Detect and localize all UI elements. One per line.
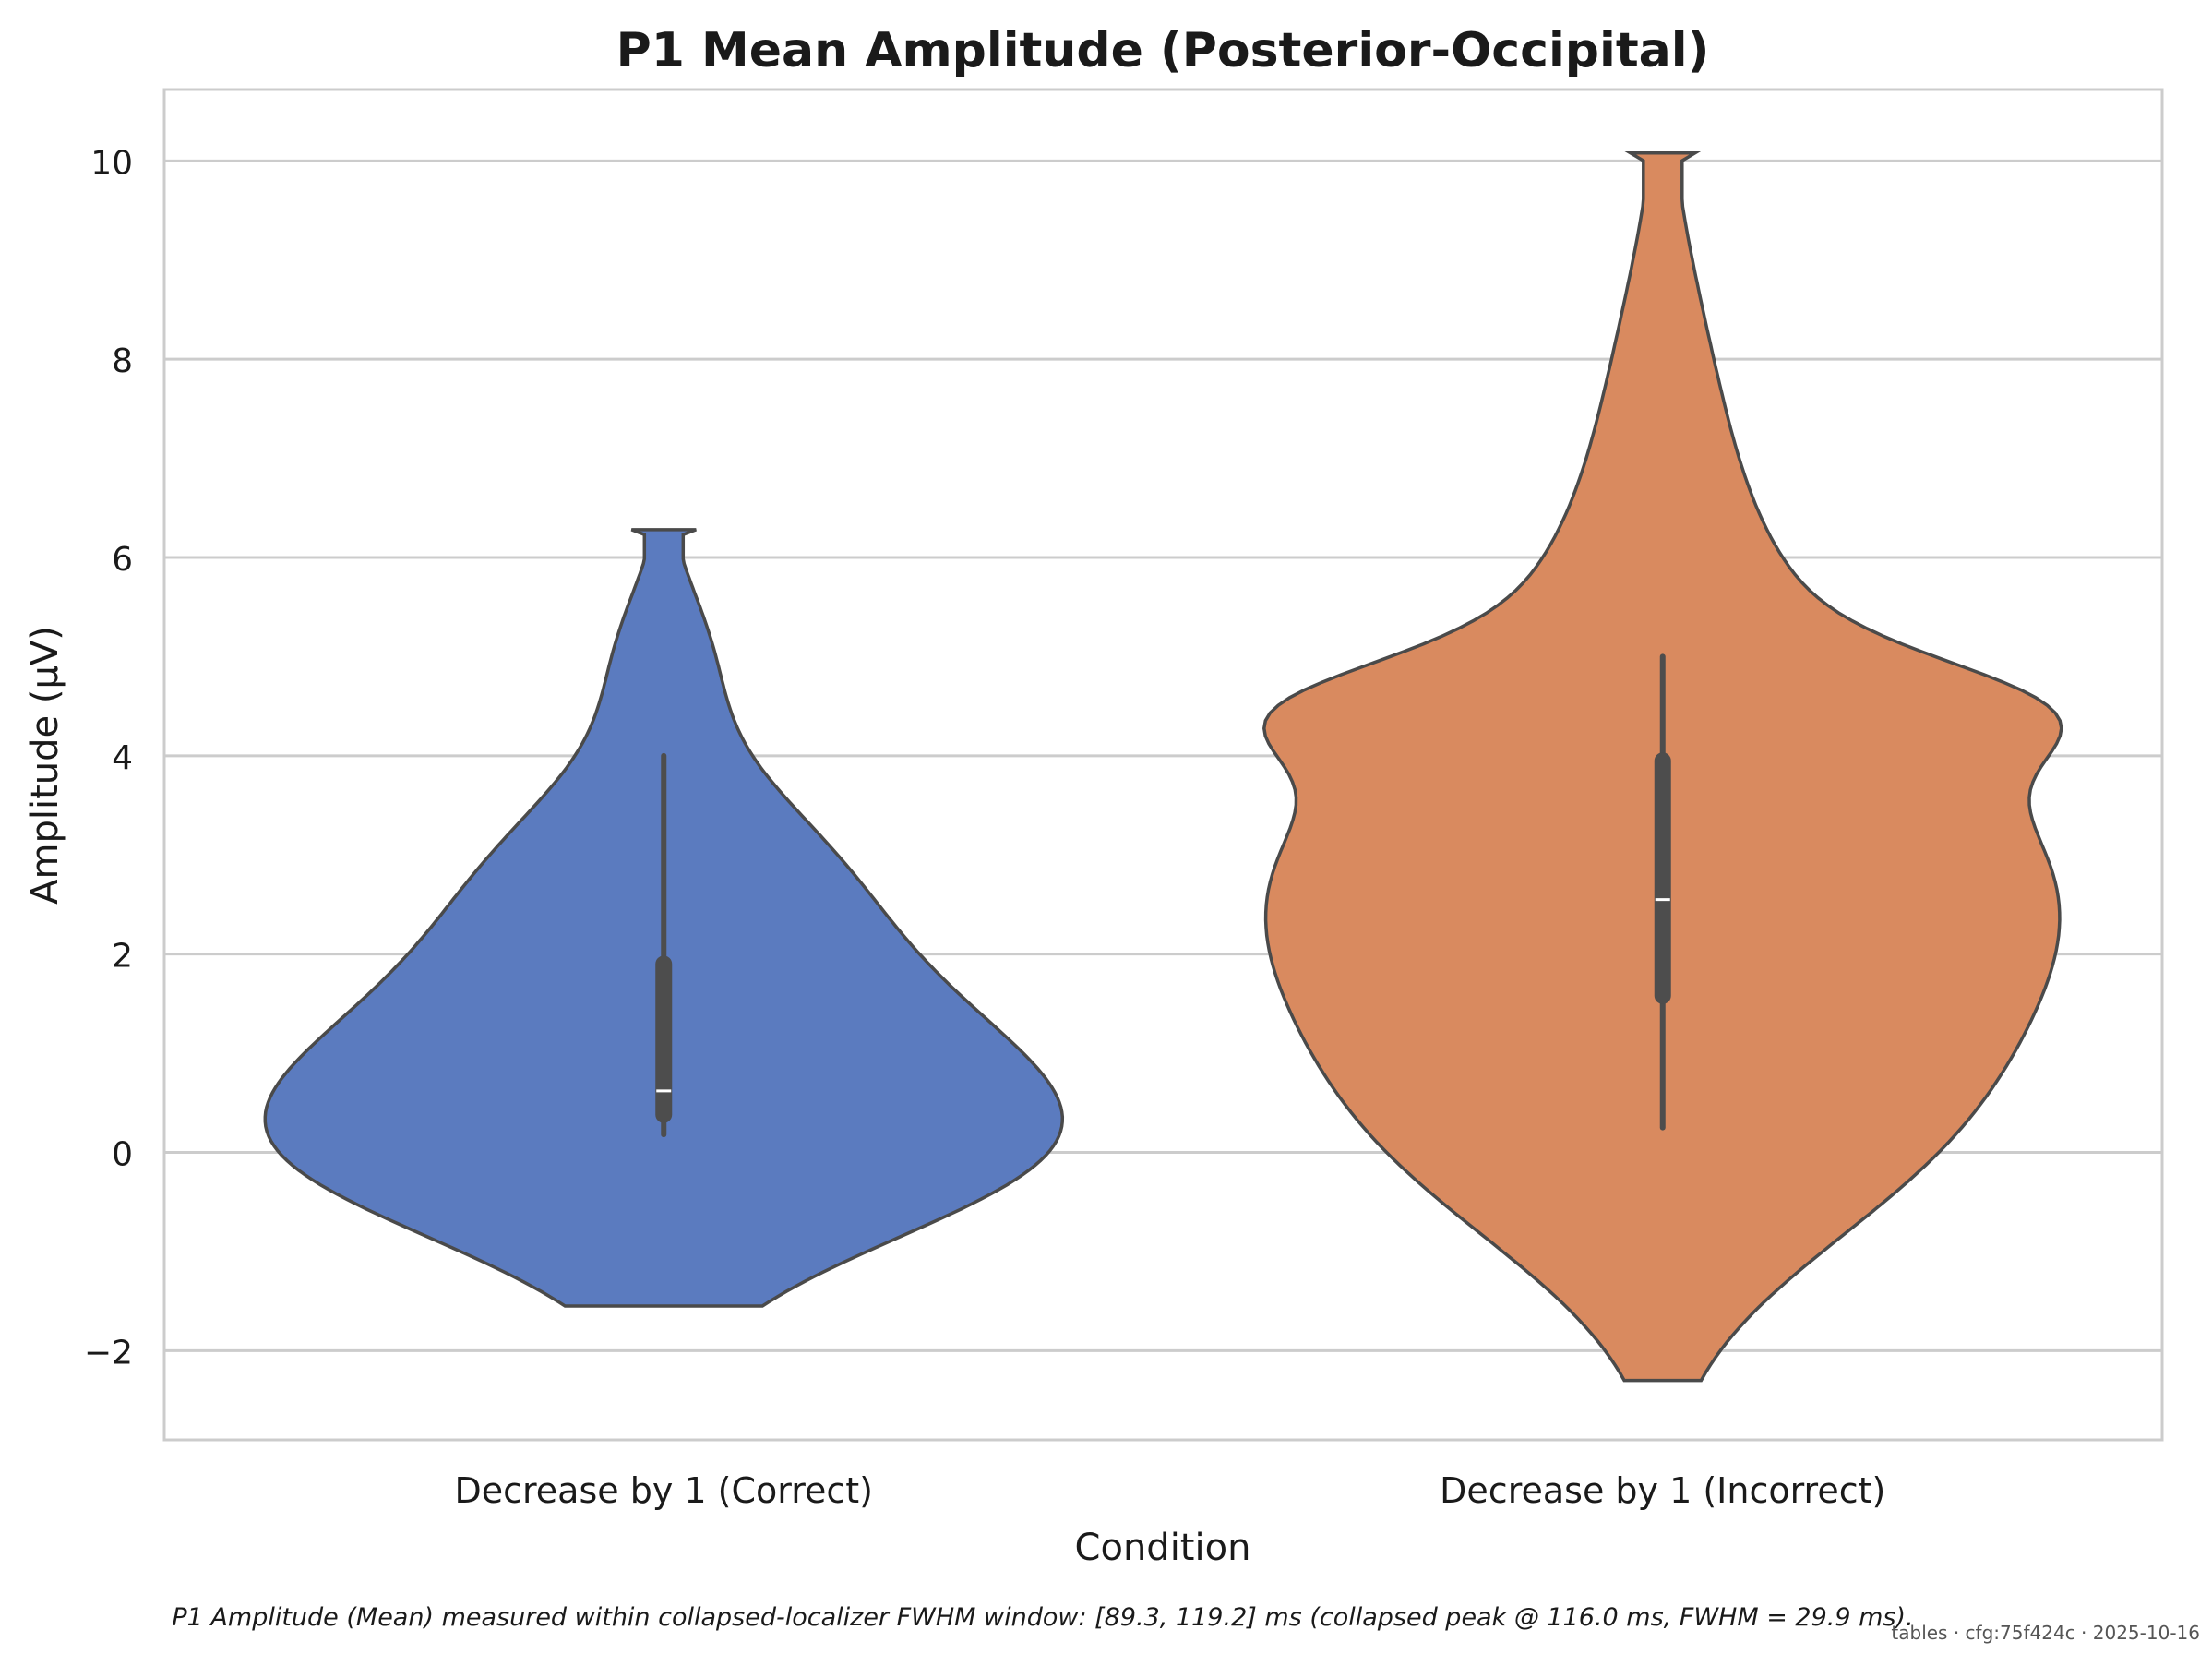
y-tick-label: 0 [112, 1135, 133, 1173]
build-stamp: tables · cfg:75f424c · 2025-10-16 [1891, 1622, 2200, 1644]
y-tick-label: −2 [84, 1334, 133, 1372]
chart-title: P1 Mean Amplitude (Posterior-Occipital) [616, 23, 1710, 78]
y-tick-label: 6 [112, 541, 133, 579]
y-axis-label: Amplitude (µV) [24, 626, 66, 905]
y-tick-labels: −2 0 2 4 6 8 10 [84, 144, 133, 1372]
y-tick-label: 2 [112, 938, 133, 976]
x-tick-label: Decrease by 1 (Incorrect) [1440, 1470, 1885, 1511]
x-tick-labels: Decrease by 1 (Correct) Decrease by 1 (In… [454, 1470, 1885, 1511]
y-tick-label: 8 [112, 342, 133, 380]
y-tick-label: 10 [90, 144, 133, 182]
x-tick-label: Decrease by 1 (Correct) [454, 1470, 873, 1511]
y-tick-label: 4 [112, 739, 133, 777]
violins [263, 150, 2063, 1383]
plot-frame [162, 88, 2164, 1442]
figure-caption: P1 Amplitude (Mean) measured within coll… [172, 1603, 1914, 1632]
x-axis-label: Condition [1075, 1527, 1251, 1569]
inner-boxes [655, 653, 1671, 1138]
